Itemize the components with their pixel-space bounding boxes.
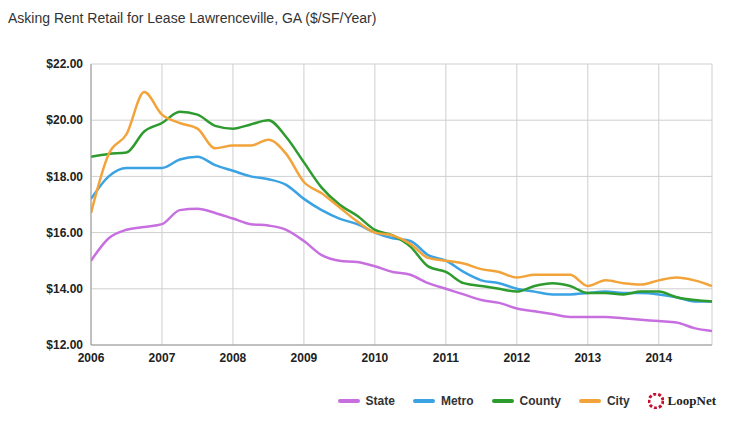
svg-text:$22.00: $22.00 (46, 57, 83, 71)
html-text:County: County (519, 394, 561, 408)
svg-text:2009: 2009 (291, 351, 318, 365)
svg-text:$12.00: $12.00 (46, 338, 83, 352)
html-text:City: City (606, 394, 630, 408)
svg-text:2013: 2013 (574, 351, 601, 365)
svg-text:$18.00: $18.00 (46, 170, 83, 184)
svg-text:2008: 2008 (220, 351, 247, 365)
svg-text:2011: 2011 (433, 351, 459, 365)
svg-text:$20.00: $20.00 (46, 113, 83, 127)
svg-text:2007: 2007 (149, 351, 176, 365)
html-text:Asking Rent Retail for Lease L: Asking Rent Retail for Lease Lawrencevil… (8, 10, 377, 26)
html-text:LoopNet: LoopNet (667, 393, 716, 408)
svg-text:$16.00: $16.00 (46, 226, 83, 240)
html-text:State: State (365, 394, 395, 408)
svg-text:2010: 2010 (362, 351, 389, 365)
html-text:Metro: Metro (440, 394, 474, 408)
svg-text:$14.00: $14.00 (46, 282, 83, 296)
svg-text:2014: 2014 (645, 351, 672, 365)
svg-text:2006: 2006 (78, 351, 105, 365)
svg-text:2012: 2012 (503, 351, 530, 365)
